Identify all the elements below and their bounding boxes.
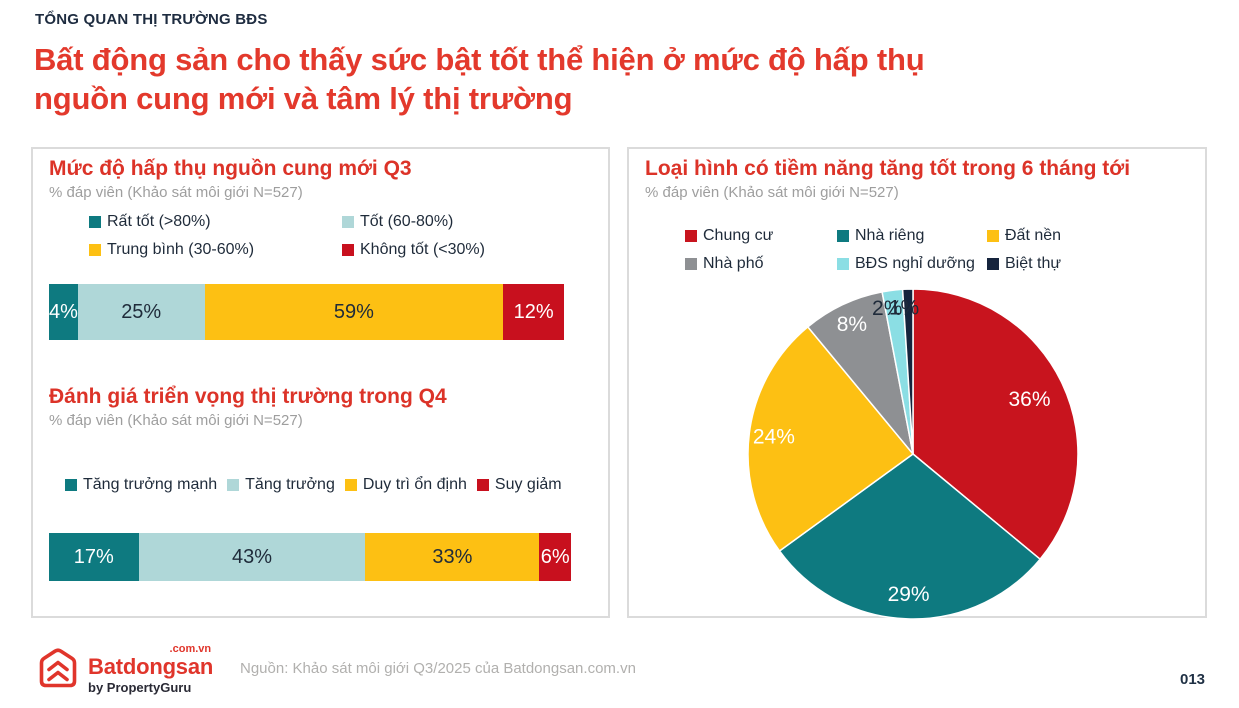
legend-color-swatch xyxy=(342,216,354,228)
pie-chart: 36% 29% 24% 8%2%1% xyxy=(747,288,1079,620)
chart-subtitle-absorption: % đáp viên (Khảo sát môi giới N=527) xyxy=(49,184,303,201)
legend-color-swatch xyxy=(65,479,77,491)
legend-item-label: Không tốt (<30%) xyxy=(360,241,485,258)
legend-item: Tăng trưởng mạnh xyxy=(65,476,217,494)
legend-color-swatch xyxy=(344,479,357,491)
legend-item-label: Nhà phố xyxy=(703,255,764,272)
legend-color-swatch xyxy=(89,244,101,256)
legend-color-swatch xyxy=(89,216,101,228)
pie-slice-label: 1% xyxy=(889,296,919,319)
bar-segment: 17% xyxy=(49,533,139,581)
pie-slice-label: 24% xyxy=(753,425,795,448)
legend-item-label: BĐS nghỉ dưỡng xyxy=(855,255,975,272)
legend-color-swatch xyxy=(685,258,697,270)
legend-color-swatch xyxy=(685,230,697,242)
pie-slice-label: 36% xyxy=(1008,388,1050,411)
page-number: 013 xyxy=(1180,671,1206,688)
bar-segment-label: 4% xyxy=(49,300,78,323)
legend-item: Nhà phố xyxy=(685,255,837,273)
legend-item: Suy giảm xyxy=(476,476,562,494)
legend-item: Chung cư xyxy=(685,227,837,245)
legend-color-swatch xyxy=(837,230,849,242)
panel-supply-absorption: Mức độ hấp thụ nguồn cung mới Q3 % đáp v… xyxy=(31,147,610,618)
legend-color-swatch xyxy=(476,479,489,491)
legend-item-label: Rất tốt (>80%) xyxy=(107,213,211,230)
legend-color-swatch xyxy=(987,230,999,242)
pie-slice xyxy=(778,453,1042,620)
bar-segment-label: 43% xyxy=(231,545,273,568)
pie-slice-label: 8% xyxy=(837,313,867,336)
legend-item: Tăng trưởng xyxy=(227,476,335,494)
pie-slice xyxy=(912,288,1079,561)
legend-color-swatch xyxy=(342,244,354,256)
bar-segment-label: 25% xyxy=(121,300,162,323)
batdongsan-logo-icon xyxy=(39,648,77,688)
bar-segment: 59% xyxy=(204,284,504,340)
legend-absorption: Rất tốt (>80%) Tốt (60-80%) Trung bình (30… xyxy=(89,213,485,259)
legend-item-label: Tăng trưởng xyxy=(245,476,335,493)
bar-segment-label: 59% xyxy=(333,300,374,323)
stacked-bar-absorption: 4% 25% 59% 12% xyxy=(49,284,565,340)
slide-eyebrow: TỔNG QUAN THỊ TRƯỜNG BĐS xyxy=(35,11,268,28)
batdongsan-logo-text: .com.vn Batdongsan by PropertyGuru xyxy=(88,643,214,695)
bar-segment: 33% xyxy=(365,533,540,581)
logo-brand: Batdongsan xyxy=(88,654,214,679)
bar-segment-label: 33% xyxy=(432,545,473,568)
chart-subtitle-potential: % đáp viên (Khảo sát môi giới N=527) xyxy=(645,184,899,201)
legend-item: Rất tốt (>80%) xyxy=(89,213,342,231)
legend-item: Nhà riêng xyxy=(837,227,987,245)
logo-domain: .com.vn xyxy=(169,643,212,655)
legend-item-label: Suy giảm xyxy=(494,476,562,493)
legend-item-label: Tăng trưởng mạnh xyxy=(83,476,218,493)
bar-segment-label: 17% xyxy=(73,545,114,568)
bar-segment: 4% xyxy=(49,284,78,340)
stacked-bar-outlook: 17% 43% 33% 6% xyxy=(49,533,572,581)
chart-title-absorption: Mức độ hấp thụ nguồn cung mới Q3 xyxy=(49,157,412,180)
source-note: Nguồn: Khảo sát môi giới Q3/2025 của Bat… xyxy=(240,660,636,677)
chart-title-outlook: Đánh giá triển vọng thị trường trong Q4 xyxy=(49,385,447,408)
legend-item-label: Duy trì ổn định xyxy=(362,476,467,493)
bar-segment: 6% xyxy=(539,533,572,581)
slide-title-line-2: nguồn cung mới và tâm lý thị trường xyxy=(34,81,573,116)
legend-item-label: Trung bình (30-60%) xyxy=(107,241,255,258)
legend-potential: Chung cư Nhà riêng Đất nền Nhà phố BĐS nghỉ … xyxy=(685,227,1061,273)
slide-title: Bất động sản cho thấy sức bật tốt thể hi… xyxy=(34,40,925,118)
chart-title-potential: Loại hình có tiềm năng tăng tốt trong 6 … xyxy=(645,157,1131,180)
bar-segment: 12% xyxy=(503,284,565,340)
pie-slice-label: 29% xyxy=(888,583,930,606)
legend-item: Tốt (60-80%) xyxy=(342,213,485,231)
pie-slice xyxy=(901,288,914,455)
legend-item-label: Biệt thự xyxy=(1005,255,1062,272)
pie-slice-label: 2% xyxy=(872,297,902,320)
legend-outlook: Tăng trưởng mạnh Tăng trưởng Duy trì ổn đị… xyxy=(65,476,562,494)
legend-item-label: Nhà riêng xyxy=(855,227,925,244)
panel-potential-types: Loại hình có tiềm năng tăng tốt trong 6 … xyxy=(627,147,1207,620)
legend-color-swatch xyxy=(837,258,849,270)
legend-item: Đất nền xyxy=(987,227,1061,245)
legend-item-label: Tốt (60-80%) xyxy=(360,213,454,230)
legend-color-swatch xyxy=(227,479,240,491)
slide-title-line-1: Bất động sản cho thấy sức bật tốt thể hi… xyxy=(34,42,925,77)
legend-item: Biệt thự xyxy=(987,255,1061,273)
pie-slice xyxy=(747,325,915,553)
legend-color-swatch xyxy=(987,258,999,270)
bar-segment: 25% xyxy=(77,284,205,340)
bar-segment-label: 12% xyxy=(513,300,554,323)
legend-item-label: Chung cư xyxy=(703,227,774,244)
pie-chart-container: 36% 29% 24% 8% 2% 1% xyxy=(743,284,1083,624)
logo-byline: by PropertyGuru xyxy=(88,680,192,695)
legend-item: BĐS nghỉ dưỡng xyxy=(837,255,987,273)
chart-subtitle-outlook: % đáp viên (Khảo sát môi giới N=527) xyxy=(49,412,303,429)
legend-item: Duy trì ổn định xyxy=(344,476,467,494)
legend-item: Không tốt (<30%) xyxy=(342,241,485,259)
legend-item: Trung bình (30-60%) xyxy=(89,241,342,259)
legend-item-label: Đất nền xyxy=(1005,227,1062,244)
bar-segment-label: 6% xyxy=(540,545,570,568)
bar-segment: 43% xyxy=(138,533,366,581)
